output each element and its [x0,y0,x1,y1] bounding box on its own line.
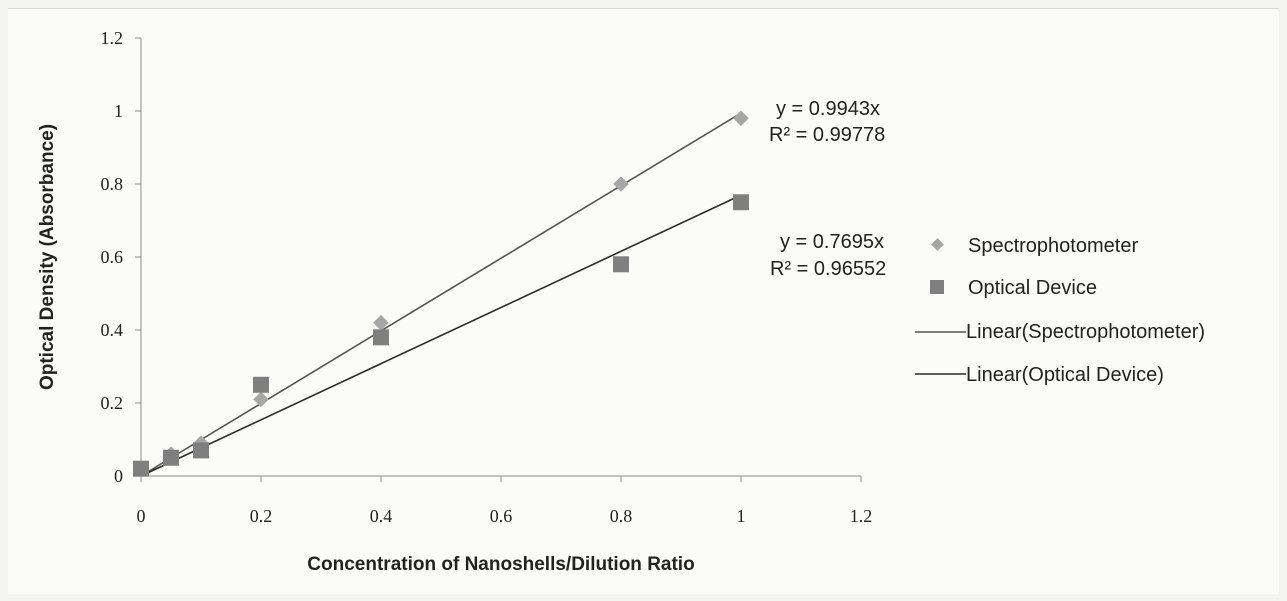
x-tick-label: 1.2 [850,506,873,526]
x-tick-label: 0.2 [250,506,273,526]
legend-item-linear-optical-device: Linear(Optical Device) [915,364,1164,386]
point-spectrophotometer [253,391,269,408]
legend-item-linear-spectrophotometer: Linear(Spectrophotometer) [915,321,1205,343]
y-ticks: 0 0.2 0.4 0.6 0.8 1 1.2 [101,28,141,486]
legend-marker-spectrophotometer [931,238,944,251]
trendlines [140,112,742,477]
trendline-spectrophotometer [140,112,742,477]
y-tick-label: 0 [114,466,123,486]
y-tick-label: 0.2 [101,393,124,413]
point-optical-device [163,449,179,466]
legend-label-optical-device: Optical Device [968,277,1097,299]
legend-item-optical-device: Optical Device [930,277,1097,299]
equation-spectrophotometer-r2: R² = 0.99778 [769,124,885,146]
point-spectrophotometer [733,110,749,127]
scatter-chart: 0 0.2 0.4 0.6 0.8 1 1.2 0 0.2 0.4 0.6 0.8 1 1.2 Opti… [37,28,1205,575]
point-optical-device [193,442,209,459]
x-axis-title: Concentration of Nanoshells/Dilution Rat… [307,554,694,575]
legend-label-spectrophotometer: Spectrophotometer [968,235,1138,257]
y-tick-label: 1 [114,101,123,121]
y-tick-label: 0.8 [101,174,124,194]
legend-item-spectrophotometer: Spectrophotometer [931,235,1138,257]
legend-label-linear-spectrophotometer: Linear(Spectrophotometer) [966,321,1205,343]
y-tick-label: 0.4 [101,320,124,340]
trendline-optical-device [140,194,742,477]
point-optical-device [373,329,389,346]
y-tick-label: 1.2 [101,28,124,48]
legend-label-linear-optical-device: Linear(Optical Device) [966,364,1164,386]
point-optical-device [253,376,269,393]
x-tick-label: 0.4 [370,506,393,526]
x-tick-label: 0 [137,506,146,526]
equation-spectrophotometer: y = 0.9943x R² = 0.99778 [769,98,885,146]
point-optical-device [133,460,149,477]
x-ticks: 0 0.2 0.4 0.6 0.8 1 1.2 [137,476,873,526]
equation-optical-device-r2: R² = 0.96552 [770,258,886,280]
legend-marker-optical-device [930,280,944,294]
x-tick-label: 1 [737,506,746,526]
equation-optical-device: y = 0.7695x R² = 0.96552 [770,231,886,280]
legend: Spectrophotometer Optical Device Linear(… [915,235,1205,386]
point-spectrophotometer [613,176,629,192]
equation-optical-device-formula: y = 0.7695x [780,231,884,253]
y-axis-title: Optical Density (Absorbance) [37,124,58,390]
x-tick-label: 0.8 [610,506,633,526]
y-tick-label: 0.6 [101,247,124,267]
x-tick-label: 0.6 [490,506,513,526]
equation-spectrophotometer-formula: y = 0.9943x [776,98,880,120]
chart-frame: 0 0.2 0.4 0.6 0.8 1 1.2 0 0.2 0.4 0.6 0.8 1 1.2 Opti… [8,8,1279,594]
point-optical-device [613,256,629,273]
point-optical-device [733,194,749,211]
